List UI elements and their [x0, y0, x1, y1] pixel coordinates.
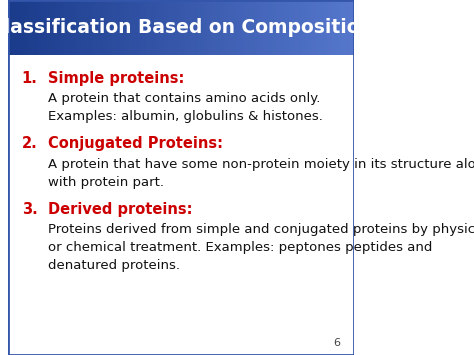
FancyBboxPatch shape: [264, 0, 268, 55]
FancyBboxPatch shape: [129, 0, 134, 55]
FancyBboxPatch shape: [311, 0, 316, 55]
FancyBboxPatch shape: [47, 0, 52, 55]
FancyBboxPatch shape: [255, 0, 260, 55]
FancyBboxPatch shape: [99, 0, 104, 55]
FancyBboxPatch shape: [315, 0, 320, 55]
FancyBboxPatch shape: [181, 0, 186, 55]
FancyBboxPatch shape: [250, 0, 255, 55]
FancyBboxPatch shape: [211, 0, 217, 55]
FancyBboxPatch shape: [237, 0, 242, 55]
FancyBboxPatch shape: [346, 0, 351, 55]
FancyBboxPatch shape: [328, 0, 333, 55]
FancyBboxPatch shape: [298, 0, 303, 55]
Text: A protein that have some non-protein moiety in its structure along: A protein that have some non-protein moi…: [47, 158, 474, 171]
Text: with protein part.: with protein part.: [47, 176, 164, 189]
FancyBboxPatch shape: [207, 0, 212, 55]
Text: Classification Based on Composition: Classification Based on Composition: [0, 18, 373, 37]
FancyBboxPatch shape: [246, 0, 251, 55]
FancyBboxPatch shape: [64, 0, 69, 55]
FancyBboxPatch shape: [173, 0, 177, 55]
FancyBboxPatch shape: [138, 0, 143, 55]
FancyBboxPatch shape: [216, 0, 221, 55]
FancyBboxPatch shape: [177, 0, 182, 55]
FancyBboxPatch shape: [319, 0, 325, 55]
FancyBboxPatch shape: [34, 0, 39, 55]
FancyBboxPatch shape: [120, 0, 126, 55]
FancyBboxPatch shape: [90, 0, 95, 55]
FancyBboxPatch shape: [220, 0, 225, 55]
Text: A protein that contains amino acids only.: A protein that contains amino acids only…: [47, 93, 320, 105]
FancyBboxPatch shape: [12, 0, 17, 55]
FancyBboxPatch shape: [68, 0, 73, 55]
FancyBboxPatch shape: [38, 0, 43, 55]
FancyBboxPatch shape: [185, 0, 191, 55]
FancyBboxPatch shape: [242, 0, 247, 55]
Text: Examples: albumin, globulins & histones.: Examples: albumin, globulins & histones.: [47, 110, 322, 124]
FancyBboxPatch shape: [285, 0, 290, 55]
Text: Proteins derived from simple and conjugated proteins by physical: Proteins derived from simple and conjuga…: [47, 224, 474, 236]
FancyBboxPatch shape: [233, 0, 238, 55]
FancyBboxPatch shape: [164, 0, 169, 55]
FancyBboxPatch shape: [281, 0, 286, 55]
FancyBboxPatch shape: [229, 0, 234, 55]
FancyBboxPatch shape: [133, 0, 138, 55]
FancyBboxPatch shape: [337, 0, 342, 55]
Text: 6: 6: [334, 338, 340, 348]
FancyBboxPatch shape: [8, 0, 13, 55]
FancyBboxPatch shape: [73, 0, 78, 55]
FancyBboxPatch shape: [21, 0, 26, 55]
FancyBboxPatch shape: [116, 0, 121, 55]
Text: 2.: 2.: [22, 137, 37, 152]
FancyBboxPatch shape: [341, 0, 346, 55]
FancyBboxPatch shape: [17, 0, 21, 55]
FancyBboxPatch shape: [350, 0, 355, 55]
FancyBboxPatch shape: [25, 0, 30, 55]
FancyBboxPatch shape: [276, 0, 282, 55]
FancyBboxPatch shape: [289, 0, 294, 55]
FancyBboxPatch shape: [86, 0, 91, 55]
FancyBboxPatch shape: [259, 0, 264, 55]
FancyBboxPatch shape: [324, 0, 329, 55]
FancyBboxPatch shape: [151, 0, 156, 55]
FancyBboxPatch shape: [190, 0, 195, 55]
FancyBboxPatch shape: [112, 0, 117, 55]
FancyBboxPatch shape: [168, 0, 173, 55]
FancyBboxPatch shape: [155, 0, 160, 55]
Text: Simple proteins:: Simple proteins:: [47, 71, 184, 86]
FancyBboxPatch shape: [224, 0, 229, 55]
FancyBboxPatch shape: [146, 0, 151, 55]
FancyBboxPatch shape: [29, 0, 35, 55]
FancyBboxPatch shape: [42, 0, 47, 55]
FancyBboxPatch shape: [302, 0, 308, 55]
Text: Conjugated Proteins:: Conjugated Proteins:: [47, 137, 223, 152]
Text: or chemical treatment. Examples: peptones peptides and: or chemical treatment. Examples: peptone…: [47, 241, 432, 255]
FancyBboxPatch shape: [77, 0, 82, 55]
FancyBboxPatch shape: [94, 0, 100, 55]
FancyBboxPatch shape: [142, 0, 147, 55]
FancyBboxPatch shape: [268, 0, 273, 55]
Text: Derived proteins:: Derived proteins:: [47, 202, 192, 217]
FancyBboxPatch shape: [125, 0, 130, 55]
FancyBboxPatch shape: [103, 0, 108, 55]
Text: denatured proteins.: denatured proteins.: [47, 260, 180, 272]
Text: 1.: 1.: [22, 71, 37, 86]
FancyBboxPatch shape: [60, 0, 65, 55]
FancyBboxPatch shape: [108, 0, 112, 55]
FancyBboxPatch shape: [82, 0, 86, 55]
FancyBboxPatch shape: [159, 0, 164, 55]
Text: 3.: 3.: [22, 202, 37, 217]
FancyBboxPatch shape: [199, 0, 203, 55]
FancyBboxPatch shape: [333, 0, 337, 55]
FancyBboxPatch shape: [194, 0, 199, 55]
FancyBboxPatch shape: [307, 0, 312, 55]
FancyBboxPatch shape: [203, 0, 208, 55]
FancyBboxPatch shape: [51, 0, 56, 55]
FancyBboxPatch shape: [55, 0, 61, 55]
FancyBboxPatch shape: [272, 0, 277, 55]
FancyBboxPatch shape: [294, 0, 299, 55]
